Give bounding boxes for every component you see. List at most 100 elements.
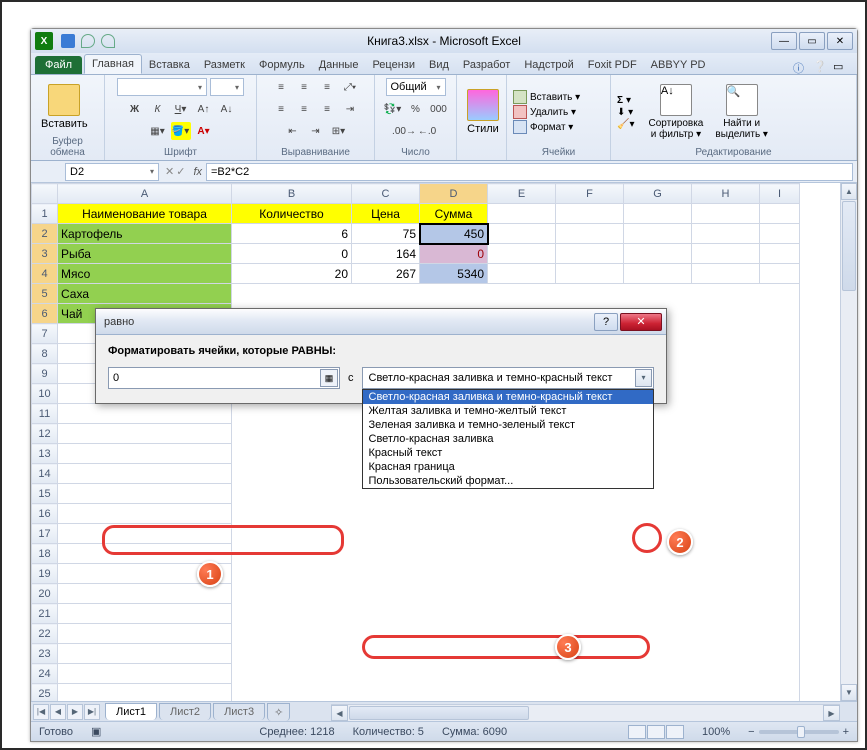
cell[interactable] xyxy=(58,584,232,604)
row-header[interactable]: 8 xyxy=(32,344,58,364)
cell[interactable] xyxy=(58,464,232,484)
dialog-help-button[interactable]: ? xyxy=(594,313,618,331)
maximize-button[interactable]: ▭ xyxy=(799,32,825,50)
cell[interactable] xyxy=(58,544,232,564)
clear-button[interactable]: 🧹▾ xyxy=(617,119,634,130)
cell[interactable] xyxy=(760,224,800,244)
wrap-text-button[interactable]: ⇥ xyxy=(340,100,360,118)
grow-font-button[interactable]: A↑ xyxy=(194,100,214,118)
row-header[interactable]: 21 xyxy=(32,604,58,624)
cell[interactable]: 20 xyxy=(232,264,352,284)
cell[interactable] xyxy=(760,244,800,264)
cell[interactable] xyxy=(58,524,232,544)
ribbon-options-icon[interactable]: ▭ xyxy=(833,60,847,74)
font-color-button[interactable]: A▾ xyxy=(194,122,214,140)
row-header[interactable]: 7 xyxy=(32,324,58,344)
cell[interactable]: Наименование товара xyxy=(58,204,232,224)
insert-cells-button[interactable]: Вставить ▾ xyxy=(513,90,580,104)
view-pagebreak-icon[interactable] xyxy=(666,725,684,739)
sheet-nav-first[interactable]: |◀ xyxy=(33,704,49,720)
tab-formulas[interactable]: Формуль xyxy=(252,56,312,74)
cell[interactable] xyxy=(624,224,692,244)
cell[interactable] xyxy=(58,664,232,684)
decrease-decimal-button[interactable]: ←.0 xyxy=(417,122,437,140)
col-header-e[interactable]: E xyxy=(488,184,556,204)
cell[interactable] xyxy=(58,564,232,584)
row-header[interactable]: 9 xyxy=(32,364,58,384)
col-header-c[interactable]: C xyxy=(352,184,420,204)
comma-button[interactable]: 000 xyxy=(429,100,449,118)
bold-button[interactable]: Ж xyxy=(125,100,145,118)
row-header[interactable]: 20 xyxy=(32,584,58,604)
col-header-h[interactable]: H xyxy=(692,184,760,204)
cell[interactable] xyxy=(58,424,232,444)
sheet-tab-1[interactable]: Лист1 xyxy=(105,703,157,720)
percent-button[interactable]: % xyxy=(406,100,426,118)
format-cells-button[interactable]: Формат ▾ xyxy=(513,120,580,134)
cell[interactable]: Мясо xyxy=(58,264,232,284)
vertical-scrollbar[interactable]: ▲▼ xyxy=(840,183,857,701)
font-size-combo[interactable]: ▾ xyxy=(210,78,244,96)
sheet-nav-next[interactable]: ▶ xyxy=(67,704,83,720)
format-combo-dropdown-button[interactable]: ▾ xyxy=(635,369,652,387)
close-button[interactable]: ✕ xyxy=(827,32,853,50)
format-option[interactable]: Светло-красная заливка xyxy=(363,432,654,446)
dialog-titlebar[interactable]: равно ?✕ xyxy=(96,309,666,335)
tab-home[interactable]: Главная xyxy=(84,54,142,74)
minimize-button[interactable]: — xyxy=(771,32,797,50)
help-icon[interactable]: ❔ xyxy=(813,60,827,74)
new-sheet-button[interactable]: ✧ xyxy=(267,703,290,721)
styles-button[interactable]: Стили xyxy=(463,87,503,137)
cell[interactable] xyxy=(58,404,232,424)
sort-filter-button[interactable]: А↓Сортировка и фильтр ▾ xyxy=(644,82,707,142)
align-right-button[interactable]: ≡ xyxy=(317,100,337,118)
zoom-slider[interactable]: −+ xyxy=(748,726,849,738)
cell[interactable] xyxy=(692,244,760,264)
cell[interactable] xyxy=(58,504,232,524)
tab-view[interactable]: Вид xyxy=(422,56,456,74)
view-normal-icon[interactable] xyxy=(628,725,646,739)
tab-layout[interactable]: Разметк xyxy=(197,56,252,74)
increase-indent-button[interactable]: ⇥ xyxy=(306,122,326,140)
row-header[interactable]: 15 xyxy=(32,484,58,504)
find-select-button[interactable]: 🔍Найти и выделить ▾ xyxy=(711,82,772,142)
cell[interactable] xyxy=(58,484,232,504)
merge-button[interactable]: ⊞▾ xyxy=(329,122,349,140)
cell[interactable] xyxy=(58,624,232,644)
row-header[interactable]: 3 xyxy=(32,244,58,264)
cell[interactable] xyxy=(58,444,232,464)
align-left-button[interactable]: ≡ xyxy=(271,100,291,118)
underline-button[interactable]: Ч▾ xyxy=(171,100,191,118)
status-macro-icon[interactable]: ▣ xyxy=(91,725,101,738)
number-format-combo[interactable]: Общий▾ xyxy=(386,78,446,96)
row-header[interactable]: 16 xyxy=(32,504,58,524)
file-tab[interactable]: Файл xyxy=(35,56,82,74)
tab-foxit[interactable]: Foxit PDF xyxy=(581,56,644,74)
cell[interactable]: Саха xyxy=(58,284,232,304)
minimize-ribbon-icon[interactable]: ⓘ xyxy=(793,60,807,74)
cell[interactable] xyxy=(58,644,232,664)
enter-formula-icon[interactable]: ✓ xyxy=(176,165,185,178)
cell[interactable]: 0 xyxy=(232,244,352,264)
cell[interactable]: 6 xyxy=(232,224,352,244)
decrease-indent-button[interactable]: ⇤ xyxy=(283,122,303,140)
row-header[interactable]: 22 xyxy=(32,624,58,644)
row-header[interactable]: 5 xyxy=(32,284,58,304)
cell[interactable]: Сумма xyxy=(420,204,488,224)
horizontal-scrollbar[interactable]: ◀▶ xyxy=(331,704,840,721)
cell[interactable] xyxy=(692,204,760,224)
value-input[interactable] xyxy=(108,367,340,389)
cell[interactable] xyxy=(556,204,624,224)
view-layout-icon[interactable] xyxy=(647,725,665,739)
qat-undo-icon[interactable] xyxy=(81,34,95,48)
row-header[interactable]: 6 xyxy=(32,304,58,324)
cancel-formula-icon[interactable]: ✕ xyxy=(165,165,174,178)
format-option[interactable]: Красная граница xyxy=(363,460,654,474)
tab-abbyy[interactable]: ABBYY PD xyxy=(644,56,713,74)
autosum-button[interactable]: Σ ▾ xyxy=(617,95,634,106)
row-header[interactable]: 14 xyxy=(32,464,58,484)
fill-button[interactable]: ⬇ ▾ xyxy=(617,107,634,118)
tab-addins[interactable]: Надстрой xyxy=(517,56,580,74)
cell[interactable] xyxy=(556,264,624,284)
tab-developer[interactable]: Разработ xyxy=(456,56,517,74)
